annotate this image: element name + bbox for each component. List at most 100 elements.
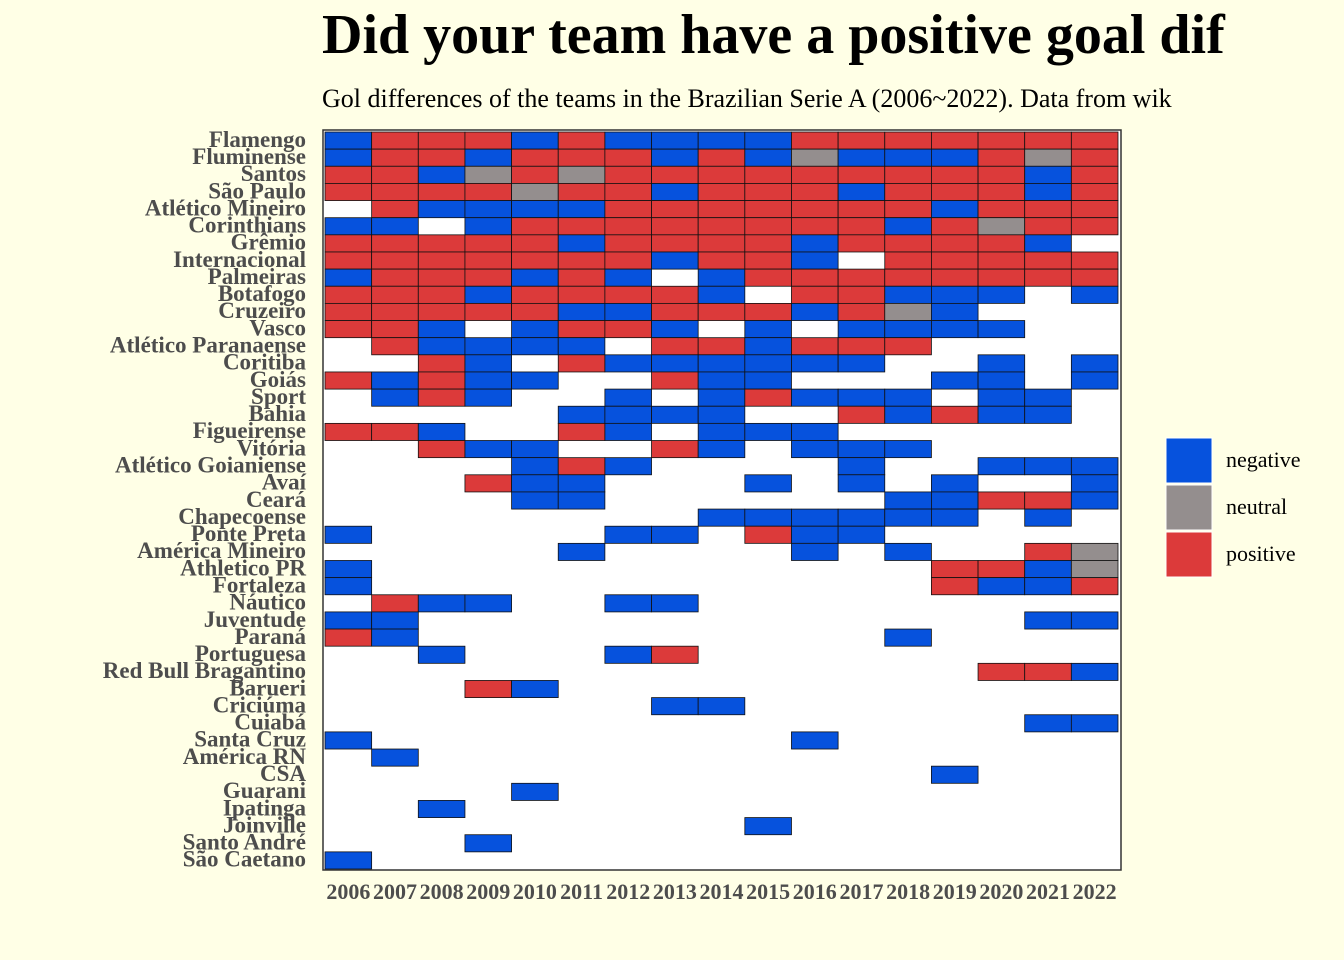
- tile: [744, 508, 792, 527]
- tile: [417, 320, 466, 339]
- tile: [697, 251, 746, 270]
- tile: [931, 200, 979, 219]
- tile: [837, 268, 886, 287]
- tile: [651, 131, 699, 150]
- tile: [697, 148, 746, 167]
- tile: [977, 285, 1026, 304]
- tile: [324, 251, 373, 270]
- tile: [417, 165, 466, 184]
- tile: [791, 731, 839, 750]
- tile: [931, 302, 979, 321]
- tile: [837, 148, 886, 167]
- tile: [791, 302, 839, 321]
- tile: [697, 200, 746, 219]
- tile: [791, 388, 839, 407]
- tile: [931, 577, 979, 596]
- tile: [557, 217, 606, 236]
- tile: [511, 337, 559, 356]
- tile: [464, 285, 512, 304]
- tile: [604, 405, 652, 424]
- tile: [417, 337, 466, 356]
- tile: [651, 217, 699, 236]
- y-tick-label: Figueirense: [193, 418, 306, 443]
- tile: [371, 611, 419, 630]
- tile: [884, 302, 932, 321]
- tile: [651, 405, 699, 424]
- tile: [1070, 577, 1119, 596]
- tile: [651, 302, 699, 321]
- tile: [1070, 148, 1119, 167]
- x-tick-label: 2017: [839, 879, 883, 904]
- tile: [884, 217, 932, 236]
- tile: [604, 217, 652, 236]
- y-tick-label: Ipatinga: [223, 795, 307, 820]
- tile: [511, 302, 559, 321]
- y-tick-label: Flamengo: [209, 127, 306, 152]
- tile: [511, 251, 559, 270]
- tile: [324, 268, 373, 287]
- y-tick-label: Santa Cruz: [194, 727, 306, 752]
- tile: [464, 251, 512, 270]
- tile: [324, 285, 373, 304]
- tile: [371, 234, 419, 253]
- tile: [651, 320, 699, 339]
- tile: [791, 354, 839, 373]
- x-tick-label: 2006: [326, 879, 370, 904]
- tile: [884, 285, 932, 304]
- tile: [791, 183, 839, 201]
- y-tick-label: Internacional: [173, 247, 306, 272]
- tile: [791, 508, 839, 527]
- tile: [557, 131, 606, 150]
- tile: [651, 645, 699, 664]
- tile: [837, 354, 886, 373]
- tile: [837, 200, 886, 219]
- tile: [791, 440, 839, 459]
- y-tick-label: Bahia: [248, 401, 306, 426]
- tile: [511, 782, 559, 801]
- tile: [371, 200, 419, 219]
- tile: [931, 285, 979, 304]
- tile: [791, 525, 839, 544]
- tile: [511, 200, 559, 219]
- tile: [417, 440, 466, 459]
- y-tick-label: Corinthians: [188, 213, 306, 238]
- tile: [931, 405, 979, 424]
- tile: [324, 628, 373, 647]
- tile: [744, 251, 792, 270]
- tile: [744, 183, 792, 201]
- tile: [324, 422, 373, 441]
- tile: [1070, 285, 1119, 304]
- tile: [1070, 217, 1119, 236]
- tile: [511, 285, 559, 304]
- tile: [697, 302, 746, 321]
- tile: [464, 131, 512, 150]
- tile: [1024, 388, 1072, 407]
- tile: [604, 422, 652, 441]
- tile: [371, 628, 419, 647]
- tile: [604, 251, 652, 270]
- y-tick-label: Portuguesa: [195, 641, 307, 666]
- tile: [744, 320, 792, 339]
- x-tick-label: 2015: [746, 879, 790, 904]
- tile: [464, 594, 512, 613]
- tile: [837, 320, 886, 339]
- tile: [697, 422, 746, 441]
- y-tick-label: Ceará: [246, 487, 307, 512]
- tile: [697, 131, 746, 150]
- tile: [417, 131, 466, 150]
- tile: [464, 148, 512, 167]
- tile: [697, 508, 746, 527]
- tile: [371, 183, 419, 201]
- tile: [744, 217, 792, 236]
- tile: [744, 148, 792, 167]
- tile: [744, 337, 792, 356]
- y-tick-label: Red Bull Bragantino: [103, 658, 306, 683]
- y-tick-label: Chapecoense: [178, 504, 306, 529]
- tile: [697, 697, 746, 716]
- tile: [557, 457, 606, 476]
- tile: [1024, 148, 1072, 167]
- tile: [1024, 560, 1072, 579]
- tile: [697, 371, 746, 390]
- tile: [511, 491, 559, 510]
- tile: [417, 594, 466, 613]
